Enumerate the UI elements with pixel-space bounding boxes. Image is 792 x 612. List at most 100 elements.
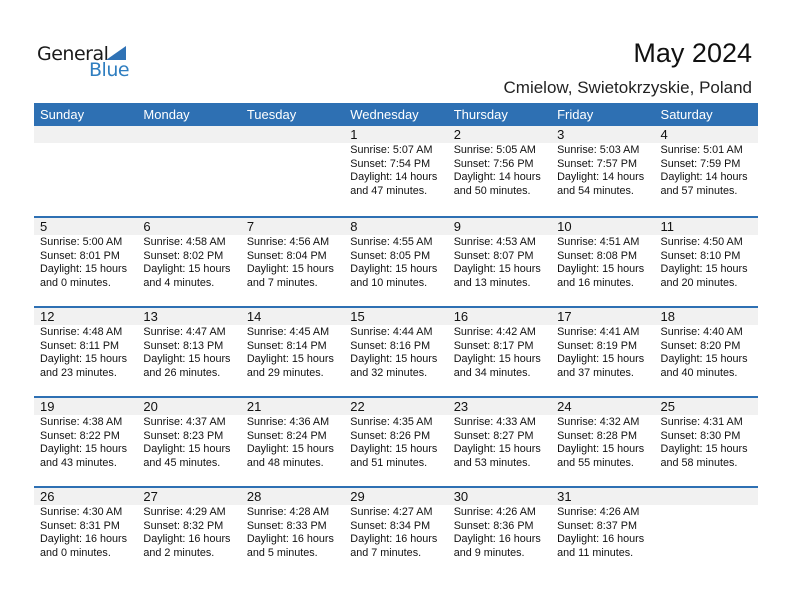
date-number: 10 [557, 219, 572, 234]
sunset: Sunset: 8:20 PM [660, 339, 741, 352]
sunset: Sunset: 8:34 PM [350, 519, 431, 532]
calendar: Sunday Monday Tuesday Wednesday Thursday Frid… [34, 103, 758, 576]
sunset: Sunset: 8:16 PM [350, 339, 431, 352]
daylight-minutes: and 2 minutes. [143, 546, 215, 559]
date-number: 6 [143, 219, 151, 234]
sunrise: Sunrise: 4:48 AM [40, 326, 123, 338]
daylight: Daylight: 16 hours [350, 533, 438, 545]
date-number: 23 [453, 399, 469, 414]
daylight: Daylight: 16 hours [143, 533, 231, 545]
sunrise: Sunrise: 4:27 AM [350, 506, 433, 518]
daylight-minutes: and 55 minutes. [557, 456, 634, 469]
day-info-row: Sunrise: 4:48 AM Sunset: 8:11 PM Daylight:… [34, 325, 758, 380]
date-number: 22 [350, 399, 365, 414]
day-cell: Sunrise: 4:48 AM Sunset: 8:11 PM Daylight:… [34, 325, 137, 380]
date-number: 13 [143, 309, 158, 324]
date-strip: 12 13 14 15 16 17 18 [34, 308, 758, 325]
date-number: 27 [143, 489, 158, 504]
date-strip: 26 27 28 29 30 31 [34, 488, 758, 505]
date-number: 2 [453, 127, 461, 142]
date-number: 24 [557, 399, 572, 414]
daylight-minutes: and 23 minutes. [40, 366, 117, 379]
daylight-minutes: and 7 minutes. [350, 546, 422, 559]
date-number: 17 [557, 309, 572, 324]
date-number: 31 [557, 489, 572, 504]
daylight: Daylight: 16 hours [246, 533, 334, 545]
daylight-minutes: and 47 minutes. [350, 184, 428, 197]
daylight-minutes: and 57 minutes. [660, 184, 738, 197]
day-cell: Sunrise: 5:07 AM Sunset: 7:54 PM Daylight:… [344, 143, 447, 198]
day-cell: Sunrise: 4:50 AM Sunset: 8:10 PM Daylight:… [655, 235, 758, 290]
day-cell: Sunrise: 5:01 AM Sunset: 7:59 PM Daylight:… [655, 143, 758, 198]
weekday-tuesday: Tuesday [246, 107, 297, 122]
daylight-minutes: and 54 minutes. [557, 184, 634, 197]
date-number: 25 [660, 399, 675, 414]
date-number: 5 [40, 219, 48, 234]
week-row: 1 2 3 4 Sunrise: 5:07 AM Sunset: 7:54 PM Dayli… [34, 126, 758, 216]
weekday-wednesday: Wednesday [350, 107, 419, 122]
daylight-minutes: and 34 minutes. [453, 366, 531, 379]
sunrise: Sunrise: 4:32 AM [557, 416, 640, 428]
daylight-minutes: and 45 minutes. [143, 456, 221, 469]
sunset: Sunset: 8:13 PM [143, 339, 224, 352]
sunrise: Sunrise: 4:30 AM [40, 506, 123, 518]
sunset: Sunset: 8:10 PM [660, 249, 741, 262]
week-row: 5 6 7 8 9 10 11 Sunrise: 5:00 AM Sunset: 8:01 PM… [34, 216, 758, 306]
daylight: Daylight: 16 hours [557, 533, 645, 545]
date-number: 7 [246, 219, 255, 234]
sunset: Sunset: 8:02 PM [143, 249, 224, 262]
date-number: 28 [246, 489, 262, 504]
daylight: Daylight: 16 hours [40, 533, 128, 545]
day-cell: Sunrise: 4:53 AM Sunset: 8:07 PM Daylight:… [448, 235, 551, 290]
day-cell: Sunrise: 4:35 AM Sunset: 8:26 PM Daylight:… [344, 415, 447, 470]
daylight-minutes: and 40 minutes. [660, 366, 738, 379]
sunrise: Sunrise: 4:38 AM [40, 416, 123, 428]
daylight-minutes: and 11 minutes. [557, 546, 634, 559]
date-number [137, 126, 240, 143]
logo-flag-icon [106, 46, 126, 60]
daylight: Daylight: 15 hours [40, 443, 128, 455]
sunrise: Sunrise: 4:37 AM [143, 416, 226, 428]
sunrise: Sunrise: 4:50 AM [660, 236, 743, 248]
logo: General Blue [37, 43, 137, 83]
sunset: Sunset: 8:33 PM [246, 519, 327, 532]
daylight-minutes: and 29 minutes. [246, 366, 324, 379]
daylight: Daylight: 14 hours [350, 171, 438, 183]
location: Cmielow, Swietokrzyskie, Poland [503, 78, 752, 97]
sunrise: Sunrise: 4:36 AM [246, 416, 330, 428]
date-number: 16 [453, 309, 469, 324]
daylight-minutes: and 4 minutes. [143, 276, 215, 289]
sunrise: Sunrise: 4:42 AM [453, 326, 536, 338]
daylight: Daylight: 15 hours [453, 353, 541, 365]
daylight-minutes: and 16 minutes. [557, 276, 634, 289]
sunset: Sunset: 8:26 PM [350, 429, 431, 442]
day-cell [137, 143, 240, 198]
daylight: Daylight: 15 hours [143, 353, 231, 365]
daylight: Daylight: 15 hours [660, 263, 748, 275]
sunset: Sunset: 8:30 PM [660, 429, 741, 442]
daylight-minutes: and 20 minutes. [660, 276, 738, 289]
day-cell: Sunrise: 4:30 AM Sunset: 8:31 PM Daylight:… [34, 505, 137, 560]
date-strip: 1 2 3 4 [34, 126, 758, 143]
day-cell: Sunrise: 4:38 AM Sunset: 8:22 PM Daylight:… [34, 415, 137, 470]
sunrise: Sunrise: 4:45 AM [246, 326, 330, 338]
sunset: Sunset: 8:01 PM [40, 249, 120, 262]
sunset: Sunset: 7:57 PM [557, 157, 637, 170]
day-cell: Sunrise: 4:27 AM Sunset: 8:34 PM Daylight:… [344, 505, 447, 560]
sunset: Sunset: 8:28 PM [557, 429, 637, 442]
daylight-minutes: and 13 minutes. [453, 276, 531, 289]
sunrise: Sunrise: 5:05 AM [453, 144, 536, 156]
date-number: 9 [453, 219, 461, 234]
sunrise: Sunrise: 4:40 AM [660, 326, 743, 338]
daylight: Daylight: 15 hours [246, 263, 334, 275]
day-cell: Sunrise: 5:00 AM Sunset: 8:01 PM Daylight:… [34, 235, 137, 290]
sunrise: Sunrise: 4:26 AM [557, 506, 640, 518]
sunrise: Sunrise: 4:33 AM [453, 416, 536, 428]
daylight: Daylight: 14 hours [660, 171, 748, 183]
weekday-header: Sunday Monday Tuesday Wednesday Thursday Frid… [34, 103, 758, 126]
daylight: Daylight: 15 hours [660, 353, 748, 365]
sunrise: Sunrise: 4:26 AM [453, 506, 536, 518]
daylight: Daylight: 15 hours [453, 263, 541, 275]
sunrise: Sunrise: 5:00 AM [40, 236, 123, 248]
sunset: Sunset: 8:14 PM [246, 339, 327, 352]
